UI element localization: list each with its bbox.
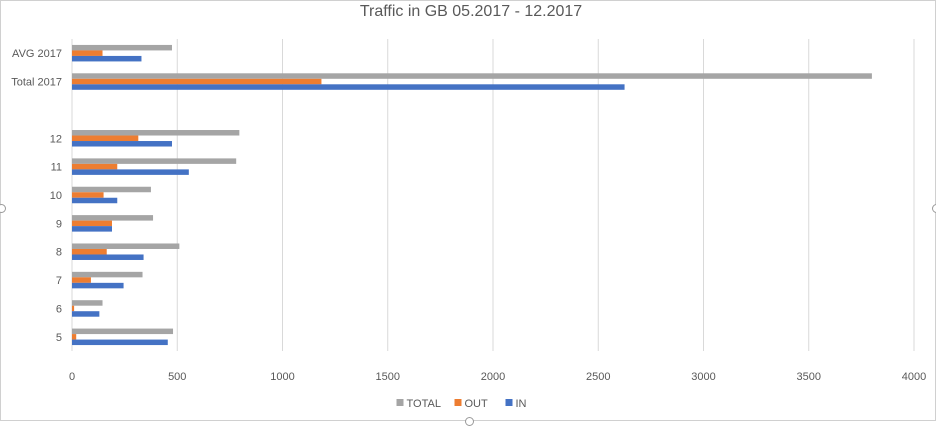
bar[interactable]	[72, 197, 118, 204]
category-label: 6	[56, 303, 62, 315]
x-tick-label: 500	[168, 371, 186, 383]
legend-label: TOTAL	[407, 398, 441, 410]
x-tick-label: 2000	[481, 371, 505, 383]
x-tick-label: 1500	[376, 371, 400, 383]
legend-swatch	[396, 399, 404, 406]
bar[interactable]	[72, 311, 100, 317]
bar[interactable]	[72, 73, 872, 79]
resize-handle-left[interactable]	[0, 204, 6, 213]
legend-swatch	[454, 399, 462, 406]
category-label: AVG 2017	[12, 48, 62, 60]
bar[interactable]	[72, 169, 189, 175]
bar[interactable]	[72, 305, 75, 312]
category-label: 9	[56, 218, 62, 230]
bar[interactable]	[72, 84, 625, 90]
x-tick-label: 1000	[270, 371, 294, 383]
bar[interactable]	[72, 55, 142, 62]
x-tick-label: 3000	[691, 371, 715, 383]
bar[interactable]	[72, 186, 151, 193]
category-label: Total 2017	[11, 77, 62, 89]
legend-item[interactable]: TOTAL	[396, 398, 441, 410]
category-labels: AVG 2017 Total 2017 12 11 10 9 8 7 6 5	[11, 48, 62, 344]
legend-label: IN	[516, 398, 527, 410]
bar[interactable]	[72, 254, 144, 260]
category-label: 5	[56, 332, 62, 344]
bars	[72, 44, 872, 346]
resize-handle-right[interactable]	[932, 204, 936, 213]
resize-handle-bottom[interactable]	[465, 417, 474, 426]
gridlines	[71, 39, 915, 351]
bar[interactable]	[72, 220, 112, 227]
x-tick-label: 2500	[586, 371, 610, 383]
bar[interactable]	[72, 271, 143, 278]
bar[interactable]	[72, 163, 118, 170]
bar[interactable]	[72, 226, 112, 232]
legend-item[interactable]: OUT	[454, 398, 489, 410]
legend-swatch	[505, 399, 513, 406]
bar[interactable]	[72, 300, 103, 306]
bar[interactable]	[72, 277, 91, 283]
category-label: 10	[50, 190, 62, 202]
bar[interactable]	[72, 243, 180, 249]
bar[interactable]	[72, 334, 77, 340]
bar[interactable]	[72, 141, 172, 147]
bar[interactable]	[72, 50, 103, 56]
legend-item[interactable]: IN	[505, 398, 527, 410]
bar[interactable]	[72, 192, 104, 198]
legend-label: OUT	[465, 398, 489, 410]
x-tick-label: 4000	[902, 371, 926, 383]
bar[interactable]	[72, 248, 107, 255]
category-label: 8	[56, 247, 62, 259]
bar[interactable]	[72, 78, 322, 85]
category-label: 7	[56, 275, 62, 287]
bar[interactable]	[72, 44, 172, 51]
category-label: 11	[51, 162, 62, 174]
chart-title: Traffic in GB 05.2017 - 12.2017	[360, 3, 582, 20]
bar[interactable]	[72, 339, 168, 346]
bar[interactable]	[72, 135, 139, 142]
bar[interactable]	[72, 328, 174, 335]
x-tick-label: 3500	[797, 371, 821, 383]
bar[interactable]	[72, 215, 154, 221]
x-tick-label: 0	[69, 371, 75, 383]
legend: TOTAL OUT IN	[396, 398, 527, 410]
bar[interactable]	[72, 158, 237, 164]
bar[interactable]	[72, 130, 240, 136]
x-tick-labels: 0 500 1000 1500 2000 2500 3000 3500 4000	[69, 371, 926, 383]
category-label: 12	[50, 133, 62, 145]
bar[interactable]	[72, 282, 124, 289]
